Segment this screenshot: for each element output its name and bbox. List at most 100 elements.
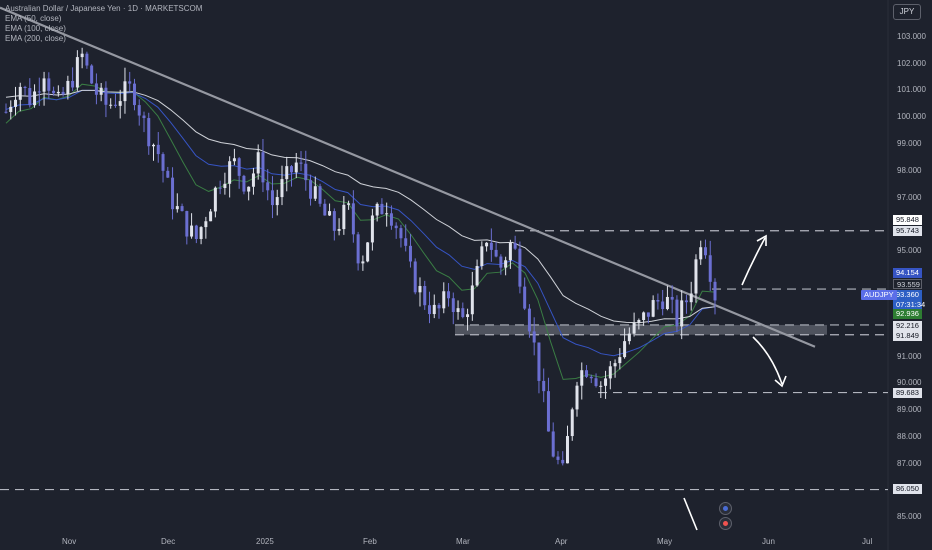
candle-body [613, 363, 617, 367]
up-arrow-annotation [741, 237, 766, 286]
candle-body [618, 357, 622, 364]
current-price-tag: 93.360 [893, 290, 922, 300]
candle-body [385, 213, 389, 215]
candle-body [642, 312, 646, 321]
candle-body [694, 259, 698, 294]
candle-body [508, 242, 512, 261]
candle-body [294, 162, 298, 173]
candle-body [147, 118, 151, 147]
candle-body [280, 179, 284, 198]
candle-body [594, 378, 598, 387]
candle-body [447, 291, 451, 299]
drawing-line-annotation [683, 497, 698, 531]
candle-body [118, 101, 122, 106]
candle-body [251, 173, 255, 187]
time-axis-label: Dec [161, 537, 176, 546]
candle-body [194, 225, 198, 239]
flag-icon[interactable] [719, 502, 732, 515]
candle-body [466, 314, 470, 318]
candle-body [632, 322, 636, 334]
candle-body [52, 90, 56, 94]
candle-body [366, 242, 370, 262]
candle-body [209, 211, 213, 222]
candle-body [47, 78, 51, 91]
currency-button[interactable]: JPY [893, 4, 921, 20]
candle-body [33, 91, 37, 106]
candle-body [599, 385, 603, 387]
candle-body [113, 104, 117, 106]
candle-body [18, 86, 22, 100]
candle-body [171, 177, 175, 210]
time-axis-label: Jul [862, 537, 873, 546]
price-axis-label: 97.000 [897, 193, 922, 202]
symbol-tag: AUDJPY [861, 290, 897, 300]
candle-body [275, 197, 279, 206]
candle-body [565, 436, 569, 464]
candle-body [356, 234, 360, 264]
ema-50-legend[interactable]: EMA (50, close) [5, 14, 62, 23]
candle-body [432, 304, 436, 315]
candle-body [90, 65, 94, 84]
candle-body [389, 213, 393, 226]
price-axis-label: 101.000 [897, 85, 926, 94]
time-axis-label: May [657, 537, 673, 546]
candle-body [380, 203, 384, 215]
price-axis-label: 90.000 [897, 378, 922, 387]
candle-body [37, 91, 41, 93]
price-axis-label: 100.000 [897, 112, 926, 121]
candle-body [237, 158, 241, 176]
time-axis-label: Feb [363, 537, 377, 546]
candle-body [375, 203, 379, 216]
candle-body [665, 296, 669, 310]
candle-body [9, 106, 13, 112]
ema-200-legend[interactable]: EMA (200, close) [5, 34, 66, 43]
price-tag-91849: 91.849 [893, 331, 922, 341]
price-axis-label: 85.000 [897, 512, 922, 521]
candle-body [442, 291, 446, 309]
candle-body [527, 308, 531, 332]
candle-body [570, 409, 574, 437]
candle-body [394, 225, 398, 229]
candle-body [104, 87, 108, 105]
candle-body [651, 300, 655, 317]
candle-body [223, 183, 227, 189]
candle-body [180, 206, 184, 212]
candle-body [23, 86, 27, 89]
price-tag-89683: 89.683 [893, 388, 922, 398]
candle-body [94, 83, 98, 95]
descending-trendline [0, 6, 816, 348]
candle-body [437, 304, 441, 309]
candle-body [247, 186, 251, 192]
candle-body [190, 225, 194, 237]
candle-body [261, 152, 265, 183]
price-axis-label: 91.000 [897, 352, 922, 361]
candle-body [128, 81, 132, 84]
candle-body [123, 81, 127, 102]
ema-200-line [5, 89, 716, 324]
countdown-tag: 07:31:34 [893, 300, 925, 310]
candle-body [66, 80, 70, 95]
price-tag-93559: 93.559 [893, 279, 922, 289]
time-axis-label: 2025 [256, 537, 274, 546]
time-axis-label: Jun [762, 537, 775, 546]
price-axis-label: 102.000 [897, 59, 926, 68]
candle-body [213, 187, 217, 212]
candle-body [14, 99, 18, 107]
candle-body [637, 320, 641, 323]
candle-body [61, 91, 65, 95]
event-icon[interactable] [719, 517, 732, 530]
candle-body [99, 87, 103, 95]
candle-body [328, 211, 332, 216]
ema-100-legend[interactable]: EMA (100, close) [5, 24, 66, 33]
candle-body [646, 312, 650, 317]
candle-body [523, 286, 527, 309]
candle-body [423, 286, 427, 306]
candle-body [489, 242, 493, 250]
candle-body [551, 431, 555, 457]
price-axis-label: 95.000 [897, 246, 922, 255]
candle-body [332, 211, 336, 231]
candle-body [42, 78, 46, 92]
candle-body [228, 161, 232, 184]
candle-body [361, 261, 365, 264]
